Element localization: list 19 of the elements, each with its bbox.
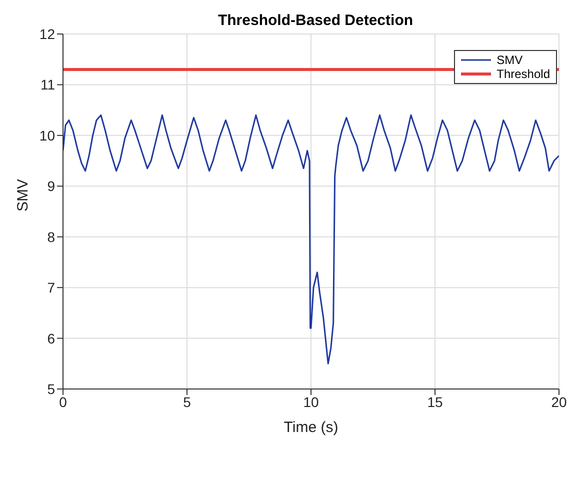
y-axis-title: SMV	[14, 178, 32, 212]
y-tick-label: 6	[47, 330, 56, 346]
y-tick-label: 9	[47, 178, 56, 194]
x-tick-label: 5	[183, 394, 192, 410]
x-axis-title: Time (s)	[284, 419, 338, 436]
legend-label: Threshold	[496, 67, 550, 81]
x-tick-label: 15	[427, 394, 443, 410]
line-series	[63, 114, 559, 364]
y-tick-label: 12	[39, 26, 56, 42]
y-tick-label: 5	[47, 380, 56, 397]
y-tick-label: 10	[39, 127, 56, 144]
x-tick-label: 0	[59, 394, 68, 410]
legend-label: SMV	[496, 53, 523, 67]
y-tick-label: 7	[47, 280, 56, 296]
y-tick-label: 11	[40, 76, 56, 93]
x-tick-label: 20	[551, 394, 567, 410]
x-tick-label: 10	[303, 394, 319, 410]
y-tick-label: 8	[47, 228, 56, 245]
chart-title: Threshold-Based Detection	[216, 12, 414, 29]
